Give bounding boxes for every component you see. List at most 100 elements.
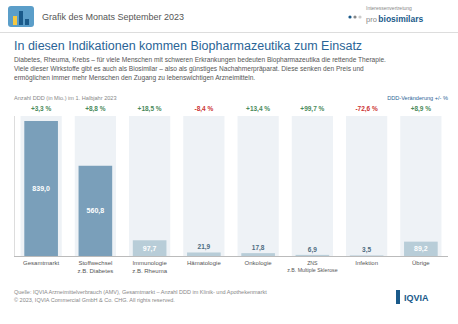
change-label-line: +3,3 % [31, 105, 52, 113]
logo-name: biosimilars [378, 14, 423, 24]
x-tick-label-line: ZNS [307, 260, 318, 266]
y-axis [14, 116, 15, 256]
subtitle-line: Diabetes, Rheuma, Krebs – für viele Mens… [14, 56, 386, 64]
title-line: In diesen Indikationen kommen Biopharmaz… [14, 39, 362, 53]
range-bar [75, 116, 116, 256]
change-label-line: -72,6 % [355, 105, 378, 113]
x-tick-label: Gesamtmarkt [23, 260, 59, 266]
header-title: Grafik des Monats September 2023 [42, 12, 184, 22]
range-bar [238, 116, 279, 256]
x-tick-label-line: z.B. Multiple Sklerose [287, 267, 338, 273]
x-tick-label: Hämatologie [187, 260, 221, 266]
range-bar [292, 116, 333, 256]
bars [21, 116, 442, 256]
change-header: DDD-Veränderung +/- % [387, 95, 448, 101]
logo-pro: pro [366, 15, 377, 24]
change-label: +8,8 % [85, 105, 106, 113]
x-tick-label-line: z.B. Diabetes [78, 268, 114, 274]
header-separator [0, 32, 458, 33]
value-label: 560,8 [87, 207, 105, 215]
value-label: 21,9 [198, 243, 211, 251]
logo-pro-line: pro [366, 15, 377, 24]
x-tick-label-line: Gesamtmarkt [23, 260, 59, 266]
value-label-line: 3,5 [362, 246, 371, 254]
value-label: 6,9 [308, 246, 317, 254]
footer: Quelle: IQVIA Arzneimittelverbrauch (AMV… [14, 289, 267, 303]
x-tick-label-line: Infektion [355, 260, 378, 266]
y-label: Anzahl DDD (in Mio.) im 1. Halbjahr 2023 [14, 95, 117, 101]
change-label-line: +99,7 % [300, 105, 324, 113]
value-label: 89,2 [414, 245, 428, 253]
x-tick-label-line: Immunologie [132, 260, 167, 266]
change-label: +99,7 % [300, 105, 324, 113]
x-tick-label-line: Stoffwechsel [78, 260, 112, 266]
x-tick-label: Onkologie [245, 260, 273, 266]
change-label: +18,5 % [138, 105, 162, 113]
range-bar [129, 116, 170, 256]
iqvia-logo-line: IQVIA [404, 293, 429, 303]
x-tick-label: Stoffwechsel z.B. Diabetes [78, 260, 114, 274]
value-label-line: 839,0 [32, 185, 50, 193]
value-label: 839,0 [32, 185, 50, 193]
value-label: 97,7 [143, 245, 157, 253]
change-label: +8,9 % [411, 105, 432, 113]
bar [187, 252, 221, 256]
change-label-line: +13,4 % [246, 105, 270, 113]
change-label: +3,3 % [31, 105, 52, 113]
header-icon-bar [25, 19, 29, 25]
iqvia-logo: IQVIA [404, 293, 429, 303]
bar [24, 121, 58, 256]
bar [350, 255, 384, 256]
logo-dot [358, 15, 361, 18]
bar [79, 166, 113, 256]
x-axis [14, 256, 448, 257]
bar [404, 242, 438, 256]
range-bar [21, 116, 62, 256]
change-label: -8,4 % [194, 105, 213, 113]
x-tick-label: Infektion [355, 260, 378, 266]
header-title-line: Grafik des Monats September 2023 [42, 12, 184, 22]
value-label-line: 89,2 [414, 245, 428, 253]
value-label: 3,5 [362, 246, 371, 254]
subtitle-line: Viele dieser Wirkstoffe gibt es auch als… [14, 65, 364, 73]
change-label-line: +8,9 % [411, 105, 432, 113]
change-label-line: +18,5 % [138, 105, 162, 113]
value-label-line: 21,9 [198, 243, 211, 251]
footer-line: Quelle: IQVIA Arzneimittelverbrauch (AMV… [14, 289, 267, 295]
iqvia-mark [396, 290, 400, 304]
value-label-line: 97,7 [143, 245, 157, 253]
bar [133, 240, 167, 256]
x-tick-label: Immunologie z.B. Rheuma [132, 260, 167, 274]
bar [241, 253, 275, 256]
change-label: +13,4 % [246, 105, 270, 113]
logo-dot [353, 15, 356, 18]
change-label-line: +8,8 % [85, 105, 106, 113]
change-label: -72,6 % [355, 105, 378, 113]
logo-name-line: biosimilars [378, 14, 423, 24]
footer-line: © 2023, IQVIA Commercial GmbH & Co. CHG.… [14, 297, 175, 303]
y-label-line: Anzahl DDD (in Mio.) im 1. Halbjahr 2023 [14, 95, 117, 101]
x-tick-label-line: Übrige [412, 260, 430, 266]
logo-subtext-line: Interessenvertretung [366, 5, 412, 11]
subtitle: Diabetes, Rheuma, Krebs – für viele Mens… [14, 56, 386, 82]
bar [296, 255, 330, 256]
value-label: 17,8 [252, 244, 265, 252]
change-label-line: -8,4 % [194, 105, 213, 113]
value-label-line: 6,9 [308, 246, 317, 254]
x-tick-label-line: Onkologie [245, 260, 273, 266]
x-tick-label-line: Hämatologie [187, 260, 221, 266]
header-icon-bar [19, 11, 23, 25]
x-tick-label: Übrige [412, 260, 430, 266]
change-header-line: DDD-Veränderung +/- % [387, 95, 448, 101]
header-icon-bar [13, 16, 17, 25]
chart: Grafik des Monats September 2023 Interess… [0, 0, 458, 324]
x-tick-label: ZNSz.B. Multiple Sklerose [287, 260, 338, 273]
x-tick-label-line: z.B. Rheuma [132, 268, 167, 274]
value-label-line: 560,8 [87, 207, 105, 215]
range-bar [400, 116, 441, 256]
title: In diesen Indikationen kommen Biopharmaz… [14, 39, 362, 53]
range-bar [183, 116, 224, 256]
value-label-line: 17,8 [252, 244, 265, 252]
range-bar [346, 116, 387, 256]
subtitle-line: ermöglichen immer mehr Menschen den Zuga… [14, 74, 255, 82]
